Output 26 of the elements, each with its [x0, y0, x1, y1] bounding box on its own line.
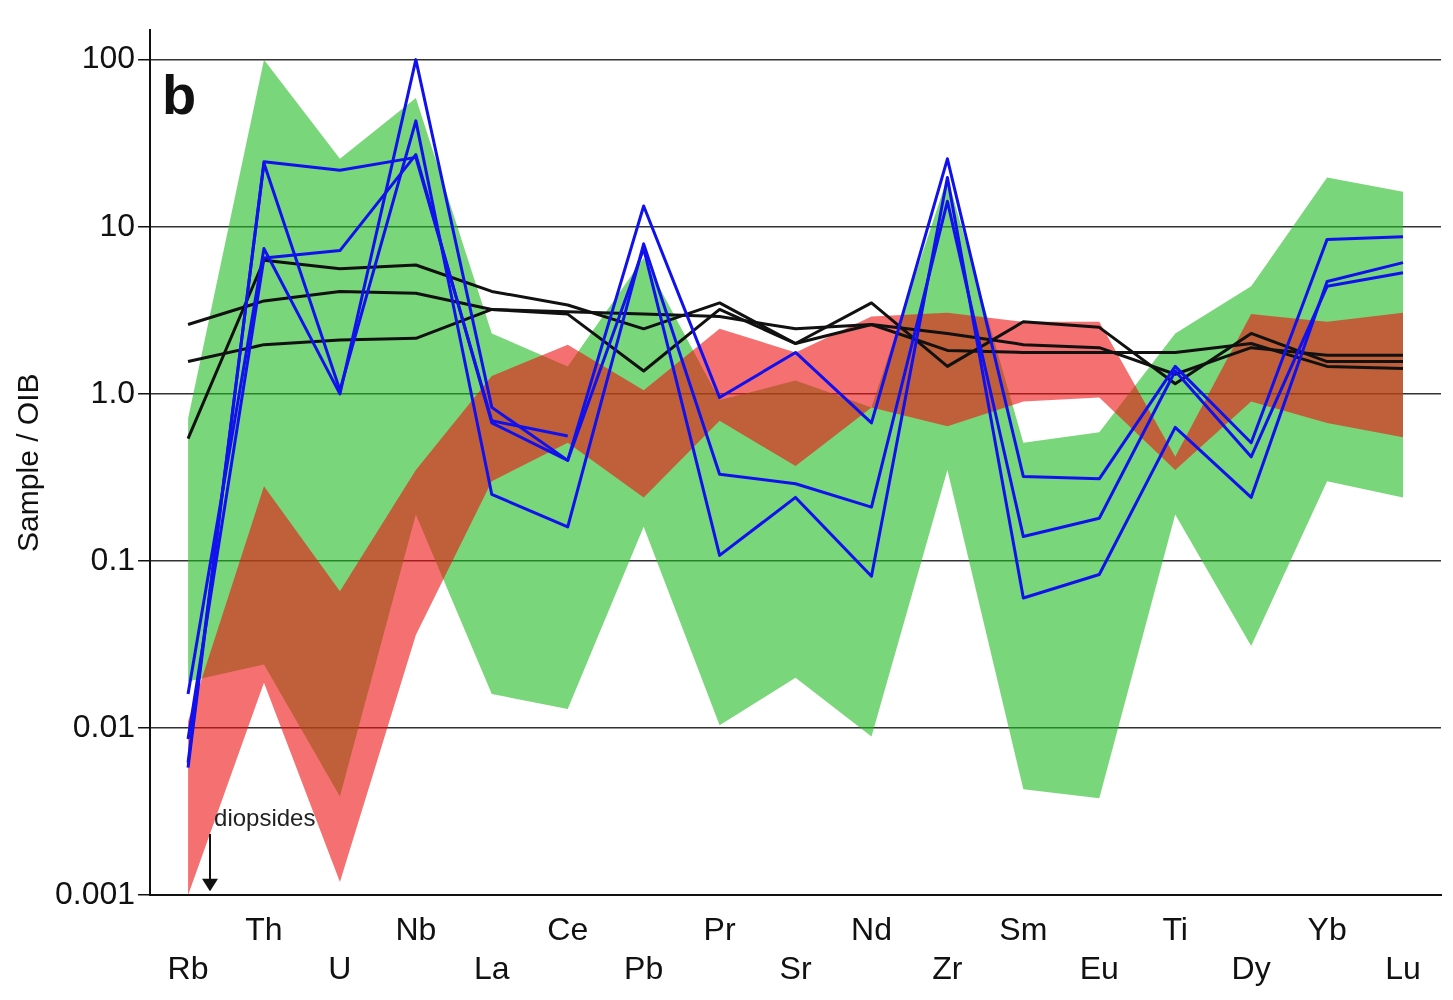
x-tick-label: Ti — [1162, 911, 1188, 948]
x-tick-label: Zr — [932, 949, 963, 986]
y-tick-label: 100 — [81, 39, 136, 76]
y-tick-label: 0.01 — [72, 707, 136, 744]
x-tick-label: Ce — [547, 911, 589, 948]
x-tick-label: Pr — [703, 911, 736, 948]
annotation: diopsides — [214, 803, 316, 831]
x-tick-label: Nb — [395, 911, 437, 948]
annotation: b — [162, 62, 197, 126]
y-axis-title: Sample / OIB — [11, 373, 45, 552]
x-tick-label: Rb — [167, 949, 209, 986]
x-tick-label: U — [328, 949, 352, 986]
y-tick-label: 0.001 — [55, 875, 136, 912]
y-tick-label: 10 — [99, 206, 136, 243]
x-tick-label: Sm — [999, 911, 1048, 948]
x-tick-label: Pb — [624, 949, 664, 986]
x-tick-label: Th — [245, 911, 283, 948]
x-tick-label: La — [474, 949, 510, 986]
y-tick-label: 0.1 — [90, 540, 136, 577]
x-tick-label: Nd — [851, 911, 892, 948]
x-tick-label: Yb — [1307, 911, 1347, 948]
x-tick-label: Lu — [1385, 949, 1421, 986]
x-tick-label: Dy — [1231, 949, 1271, 986]
y-tick-label: 1.0 — [90, 373, 136, 410]
x-tick-label: Sr — [779, 949, 812, 986]
x-tick-label: Eu — [1079, 949, 1119, 986]
